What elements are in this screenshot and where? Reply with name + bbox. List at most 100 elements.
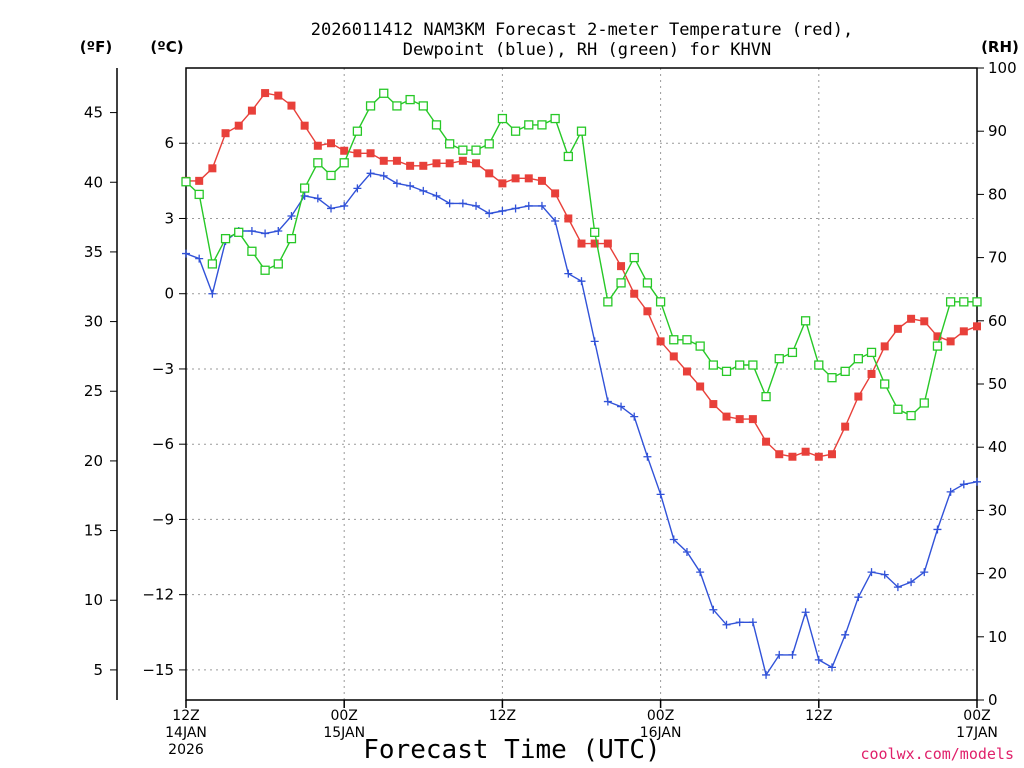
rh-point	[972, 297, 982, 307]
rh-point	[603, 297, 613, 307]
rh-point	[576, 126, 587, 136]
2-meter-temperature-point	[656, 337, 665, 346]
2-meter-temperature-point	[287, 101, 296, 110]
rh-tick-label: 10	[988, 628, 1007, 646]
dewpoint-point	[195, 254, 204, 263]
rh-point	[524, 120, 534, 130]
2-meter-temperature-point	[300, 121, 309, 130]
dewpoint-point	[959, 480, 968, 489]
dewpoint-point	[709, 605, 718, 614]
2-meter-temperature-point	[247, 106, 256, 115]
2-meter-temperature-point	[814, 452, 823, 461]
2-meter-temperature-point	[617, 262, 626, 271]
rh-point	[774, 354, 784, 364]
rh-point	[616, 278, 626, 288]
2-meter-temperature-point	[709, 400, 718, 409]
dewpoint-point	[577, 277, 586, 286]
fahrenheit-tick-label: 25	[84, 382, 103, 400]
rh-point	[735, 360, 745, 370]
rh-point	[945, 297, 956, 307]
dewpoint-point	[722, 620, 731, 629]
dewpoint-point	[458, 199, 467, 208]
rh-point	[365, 101, 376, 111]
2-meter-temperature-point	[261, 89, 270, 98]
rh-point	[431, 120, 442, 130]
rh-point	[866, 347, 877, 358]
2-meter-temperature-point	[907, 314, 916, 323]
dewpoint-point	[748, 618, 757, 627]
2-meter-temperature-point	[946, 337, 955, 346]
chart-title-line-1: 2026011412 NAM3KM Forecast 2-meter Tempe…	[311, 20, 853, 40]
x-axis-label: Forecast Time (UTC)	[363, 735, 660, 765]
2-meter-temperature-point	[406, 161, 415, 170]
rh-tick-label: 30	[988, 501, 1007, 519]
2-meter-temperature-point	[775, 450, 784, 459]
dewpoint-point	[893, 583, 902, 592]
2-meter-temperature-point	[682, 367, 691, 376]
dewpoint-point	[485, 209, 494, 218]
2-meter-temperature-point	[379, 156, 388, 165]
2-meter-temperature-point	[603, 239, 612, 248]
rh-point	[181, 177, 191, 187]
2-meter-temperature-point	[537, 176, 546, 185]
2-meter-temperature-point	[234, 121, 243, 130]
dewpoint-point	[182, 249, 190, 258]
fahrenheit-tick-label: 45	[84, 104, 103, 122]
grid-lines	[186, 68, 977, 700]
rh-point	[919, 398, 929, 408]
rh-point	[299, 183, 310, 193]
rh-point	[392, 101, 402, 111]
rh-point	[932, 341, 943, 351]
fahrenheit-tick-label: 20	[84, 452, 103, 470]
2-meter-temperature-point	[195, 176, 204, 185]
rh-axis-label: (RH)	[981, 38, 1019, 56]
2-meter-temperature-point	[933, 332, 942, 341]
rh-point	[563, 151, 573, 162]
rh-point	[405, 94, 415, 105]
rh-point	[550, 113, 560, 124]
dewpoint-point	[617, 402, 626, 411]
rh-point	[669, 335, 679, 345]
dewpoint-point	[841, 630, 850, 639]
fahrenheit-axis-label: (ºF)	[80, 38, 112, 56]
rh-point	[418, 101, 428, 111]
2-meter-temperature-point	[788, 452, 797, 461]
dewpoint-point	[472, 201, 481, 210]
2-meter-temperature-point	[353, 149, 362, 158]
2-meter-temperature-point	[577, 239, 586, 248]
rh-point	[510, 126, 521, 136]
x-tick-label: 00Z	[330, 708, 357, 724]
x-tick-label: 00Z	[647, 708, 674, 724]
rh-point	[497, 113, 508, 124]
x-tick-label: 12Z	[172, 708, 199, 724]
2-meter-temperature-point	[472, 159, 481, 168]
rh-point	[748, 360, 758, 370]
2-meter-temperature-point	[445, 159, 454, 168]
celsius-tick-label: −6	[152, 435, 174, 453]
x-tick-label: 12Z	[489, 708, 516, 724]
plot-frame	[185, 67, 978, 701]
rh-tick-label: 20	[988, 565, 1007, 583]
dewpoint-point	[419, 186, 428, 195]
2-meter-temperature-point	[867, 369, 876, 378]
dewpoint-point	[762, 670, 771, 679]
x-tick-label: 15JAN	[323, 725, 365, 741]
dewpoint-point	[920, 568, 929, 577]
rh-tick-label: 70	[988, 249, 1007, 267]
2-meter-temperature-point	[880, 342, 889, 351]
rh-tick-label: 60	[988, 312, 1007, 330]
celsius-tick-label: −3	[152, 360, 174, 378]
dewpoint-point	[854, 593, 863, 602]
rh-point	[761, 391, 771, 402]
dewpoint-point	[946, 487, 955, 496]
rh-point	[537, 120, 547, 130]
chart-title-line-2: Dewpoint (blue), RH (green) for KHVN	[403, 40, 771, 60]
celsius-tick-label: 6	[164, 134, 174, 152]
2-meter-temperature-point	[419, 161, 428, 170]
rh-point	[708, 360, 718, 370]
x-tick-label: 12Z	[805, 708, 832, 724]
2-meter-temperature-point	[485, 169, 494, 178]
fahrenheit-tick-label: 10	[84, 591, 103, 609]
2-meter-temperature-point	[959, 327, 968, 336]
2-meter-temperature-point	[973, 322, 981, 331]
